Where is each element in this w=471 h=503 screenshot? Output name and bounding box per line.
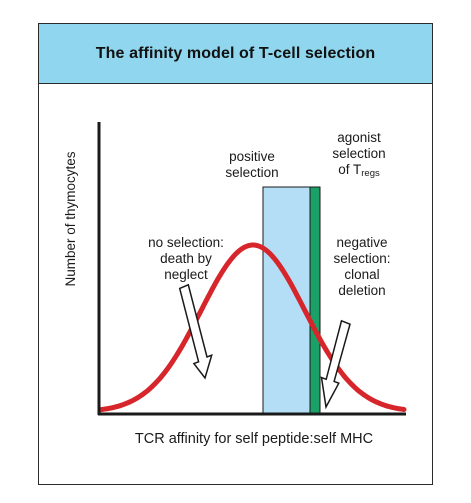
positive-selection-line-2: selection bbox=[225, 165, 278, 180]
negative-selection-arrow bbox=[320, 319, 351, 410]
negative-selection-line-3: clonal bbox=[344, 267, 379, 282]
agonist-selection-line-2: selection bbox=[332, 146, 385, 161]
agonist-selection-line-1: agonist bbox=[337, 130, 381, 145]
y-axis-label: Number of thymocytes bbox=[63, 151, 78, 286]
no-selection-line-2: death by bbox=[160, 251, 212, 266]
agonist-selection-subscript: regs bbox=[361, 168, 380, 179]
no-selection-line-3: neglect bbox=[164, 267, 208, 282]
thymocyte-distribution-curve bbox=[97, 242, 407, 413]
no-selection-line-1: no selection: bbox=[148, 235, 224, 250]
positive-selection-band bbox=[262, 186, 311, 415]
negative-selection-line-4: deletion bbox=[338, 283, 385, 298]
negative-selection-line-1: negative bbox=[336, 235, 387, 250]
negative-selection-line-2: selection: bbox=[333, 251, 390, 266]
agonist-selection-line-3: of Tregs bbox=[338, 162, 380, 179]
figure-title: The affinity model of T-cell selection bbox=[95, 44, 376, 62]
positive-selection-line-1: positive bbox=[229, 149, 275, 164]
agonist-selection-of-t: of T bbox=[338, 162, 361, 177]
no-selection-arrow bbox=[178, 283, 213, 380]
title-bar: The affinity model of T-cell selection bbox=[39, 24, 432, 84]
x-axis-label: TCR affinity for self peptide:self MHC bbox=[135, 431, 373, 447]
agonist-selection-band bbox=[309, 186, 321, 415]
